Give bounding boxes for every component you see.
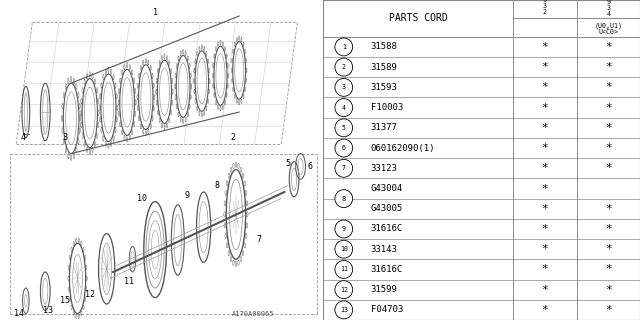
Text: *: * bbox=[541, 224, 548, 234]
Text: *: * bbox=[541, 143, 548, 153]
Circle shape bbox=[335, 301, 353, 319]
Text: 31377: 31377 bbox=[371, 123, 397, 132]
Circle shape bbox=[335, 159, 353, 177]
Circle shape bbox=[335, 260, 353, 278]
Text: 31616C: 31616C bbox=[371, 224, 403, 234]
Circle shape bbox=[335, 240, 353, 258]
Text: 4: 4 bbox=[342, 105, 346, 111]
Text: 11: 11 bbox=[340, 267, 348, 272]
Text: *: * bbox=[541, 163, 548, 173]
Text: 1: 1 bbox=[152, 8, 157, 17]
Text: PARTS CORD: PARTS CORD bbox=[389, 13, 447, 23]
Text: 31593: 31593 bbox=[371, 83, 397, 92]
Text: *: * bbox=[605, 285, 612, 295]
Text: 31588: 31588 bbox=[371, 43, 397, 52]
Text: *: * bbox=[541, 244, 548, 254]
Text: 13: 13 bbox=[44, 306, 54, 315]
Text: *: * bbox=[605, 204, 612, 214]
Text: *: * bbox=[605, 42, 612, 52]
Text: *: * bbox=[541, 183, 548, 194]
Text: 6: 6 bbox=[342, 145, 346, 151]
Text: 31599: 31599 bbox=[371, 285, 397, 294]
Text: 11: 11 bbox=[124, 277, 134, 286]
Circle shape bbox=[335, 119, 353, 137]
Text: *: * bbox=[541, 264, 548, 275]
Text: 2: 2 bbox=[230, 133, 236, 142]
Text: *: * bbox=[605, 103, 612, 113]
Text: *: * bbox=[605, 163, 612, 173]
Text: 9
3
4: 9 3 4 bbox=[606, 0, 611, 18]
Text: F10003: F10003 bbox=[371, 103, 403, 112]
Text: *: * bbox=[541, 62, 548, 72]
Text: 8: 8 bbox=[342, 196, 346, 202]
Text: 3: 3 bbox=[62, 133, 67, 142]
Text: 13: 13 bbox=[340, 307, 348, 313]
Text: 10: 10 bbox=[137, 194, 147, 203]
Text: *: * bbox=[605, 264, 612, 275]
Text: 3: 3 bbox=[342, 84, 346, 90]
Circle shape bbox=[335, 220, 353, 238]
Circle shape bbox=[335, 58, 353, 76]
Circle shape bbox=[335, 38, 353, 56]
Text: 6: 6 bbox=[308, 162, 313, 171]
Circle shape bbox=[335, 99, 353, 116]
Text: *: * bbox=[605, 123, 612, 133]
Text: 8: 8 bbox=[214, 181, 219, 190]
Circle shape bbox=[335, 190, 353, 208]
Text: G43004: G43004 bbox=[371, 184, 403, 193]
Text: 31589: 31589 bbox=[371, 63, 397, 72]
Text: 15: 15 bbox=[60, 296, 70, 305]
Text: A170A00065: A170A00065 bbox=[232, 311, 275, 317]
Text: *: * bbox=[605, 82, 612, 92]
Text: 10: 10 bbox=[340, 246, 348, 252]
Text: 14: 14 bbox=[14, 309, 24, 318]
Text: 9: 9 bbox=[342, 226, 346, 232]
Text: *: * bbox=[541, 204, 548, 214]
Text: G43005: G43005 bbox=[371, 204, 403, 213]
Text: 33143: 33143 bbox=[371, 245, 397, 254]
Text: *: * bbox=[541, 103, 548, 113]
Text: F04703: F04703 bbox=[371, 305, 403, 314]
Text: *: * bbox=[541, 82, 548, 92]
Text: 33123: 33123 bbox=[371, 164, 397, 173]
Text: *: * bbox=[541, 305, 548, 315]
Text: 9
3
2: 9 3 2 bbox=[543, 0, 547, 15]
Text: 060162090(1): 060162090(1) bbox=[371, 144, 435, 153]
Text: 5: 5 bbox=[285, 159, 290, 168]
Circle shape bbox=[335, 139, 353, 157]
Text: 7: 7 bbox=[256, 236, 261, 244]
Text: 7: 7 bbox=[342, 165, 346, 171]
Text: 9: 9 bbox=[185, 191, 190, 200]
Text: *: * bbox=[605, 244, 612, 254]
Text: 1: 1 bbox=[342, 44, 346, 50]
Text: *: * bbox=[541, 285, 548, 295]
Text: *: * bbox=[605, 224, 612, 234]
Text: 12: 12 bbox=[86, 290, 95, 299]
Circle shape bbox=[335, 78, 353, 96]
Text: 31616C: 31616C bbox=[371, 265, 403, 274]
Text: *: * bbox=[605, 143, 612, 153]
Circle shape bbox=[335, 281, 353, 299]
Text: *: * bbox=[541, 42, 548, 52]
Text: 12: 12 bbox=[340, 287, 348, 293]
Text: 4: 4 bbox=[20, 133, 25, 142]
Text: 5: 5 bbox=[342, 125, 346, 131]
Text: (U0,U1)
U<C0>: (U0,U1) U<C0> bbox=[595, 22, 622, 35]
Text: 2: 2 bbox=[342, 64, 346, 70]
Text: *: * bbox=[541, 123, 548, 133]
Text: *: * bbox=[605, 305, 612, 315]
Text: *: * bbox=[605, 62, 612, 72]
